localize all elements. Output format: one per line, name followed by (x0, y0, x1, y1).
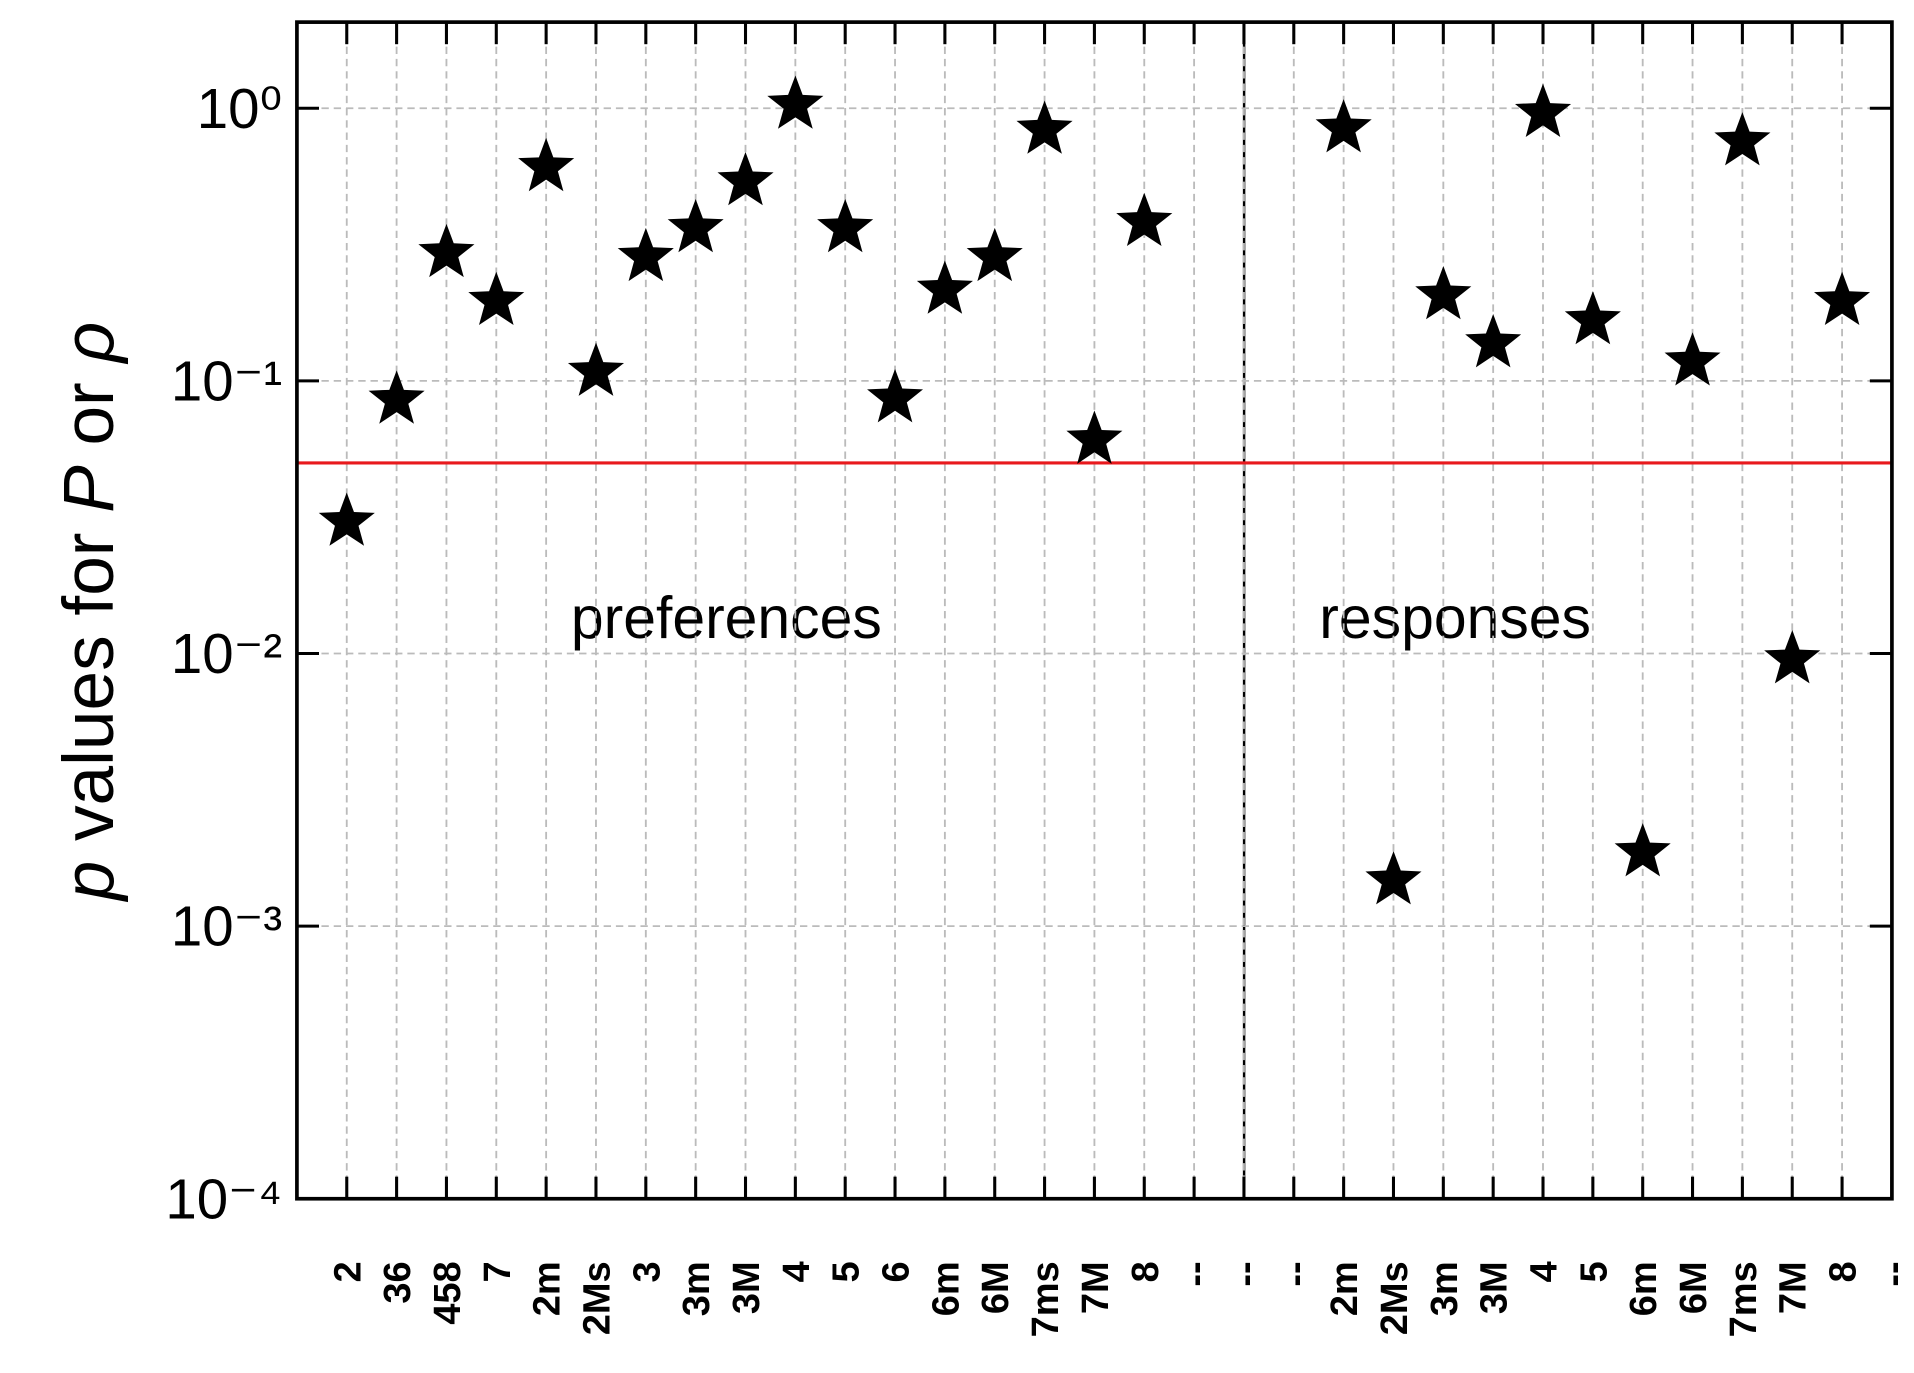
point (667, 199, 724, 253)
point (1415, 266, 1472, 320)
y-tick-label: 10⁻¹ (171, 350, 282, 413)
x-tick-label: 7M (1075, 1261, 1117, 1314)
x-tick-label: 6M (1673, 1261, 1715, 1314)
point (418, 223, 475, 278)
x-tick-label: 5 (826, 1261, 868, 1282)
annotation: responses (1319, 586, 1591, 651)
y-tick-label: 10⁻⁴ (165, 1167, 282, 1230)
y-tick-label: 10⁻³ (171, 895, 282, 958)
y-tick-label: 10⁰ (197, 77, 282, 140)
plot-frame (295, 20, 1894, 1201)
point (1614, 823, 1671, 877)
point (1515, 83, 1572, 137)
x-tick-label: 8 (1823, 1261, 1865, 1282)
x-tick-label: 36 (377, 1261, 419, 1303)
x-tick-label: 7ms (1025, 1261, 1067, 1337)
x-tick-label: 3m (1424, 1261, 1466, 1316)
y-axis-label-part: p (50, 861, 129, 903)
point (817, 199, 874, 253)
point (1664, 332, 1721, 386)
point (1764, 630, 1821, 684)
point (518, 137, 575, 192)
x-tick-label: 458 (427, 1261, 469, 1324)
point (468, 271, 525, 326)
point (916, 260, 973, 314)
x-tick-label: 3M (726, 1261, 768, 1314)
point (1564, 291, 1621, 345)
x-tick-label: 6m (925, 1261, 967, 1316)
point (1315, 99, 1372, 153)
x-tick-label: 2 (327, 1261, 369, 1282)
x-tick-label: 2Ms (1374, 1261, 1416, 1335)
y-axis-label-part: P (50, 465, 129, 513)
point (1365, 851, 1422, 905)
point (1714, 112, 1771, 166)
point (368, 370, 425, 424)
x-tick-label: 2m (1324, 1261, 1366, 1316)
point (318, 492, 375, 546)
point (617, 227, 674, 282)
point (717, 152, 774, 206)
x-tick-label: -- (1872, 1261, 1914, 1286)
point (1814, 271, 1871, 326)
y-axis-label-part: or (50, 362, 129, 465)
x-tick-label: 6m (1623, 1261, 1665, 1316)
y-axis-label-part: ρ (50, 322, 129, 365)
point (567, 342, 625, 396)
x-tick-label: 8 (1125, 1261, 1167, 1282)
y-axis-label: p values for P or ρ (50, 322, 129, 903)
point (867, 368, 924, 423)
x-tick-label: 7ms (1723, 1261, 1765, 1337)
x-tick-label: 7 (477, 1261, 519, 1282)
x-tick-label: 4 (776, 1261, 818, 1282)
x-tick-label: 2m (527, 1261, 569, 1316)
x-tick-label: 4 (1524, 1261, 1566, 1282)
x-tick-label: 3 (626, 1261, 668, 1282)
x-tick-label: 2Ms (576, 1261, 618, 1335)
y-axis-label-part: values for (50, 513, 129, 861)
x-tick-label: -- (1274, 1261, 1316, 1286)
x-tick-label: 6 (876, 1261, 918, 1282)
x-tick-label: 6M (975, 1261, 1017, 1314)
point (1116, 192, 1173, 247)
x-tick-label: 5 (1573, 1261, 1615, 1282)
x-tick-label: -- (1175, 1261, 1217, 1286)
point (966, 227, 1023, 282)
point (1016, 100, 1073, 154)
x-tick-label: 7M (1773, 1261, 1815, 1314)
x-tick-label: -- (1224, 1261, 1266, 1286)
x-tick-label: 3m (676, 1261, 718, 1316)
annotation: preferences (571, 586, 882, 651)
point (1465, 314, 1522, 368)
x-tick-label: 3M (1474, 1261, 1516, 1314)
y-tick-label: 10⁻² (171, 622, 282, 685)
point (1066, 410, 1123, 464)
point (767, 75, 824, 129)
